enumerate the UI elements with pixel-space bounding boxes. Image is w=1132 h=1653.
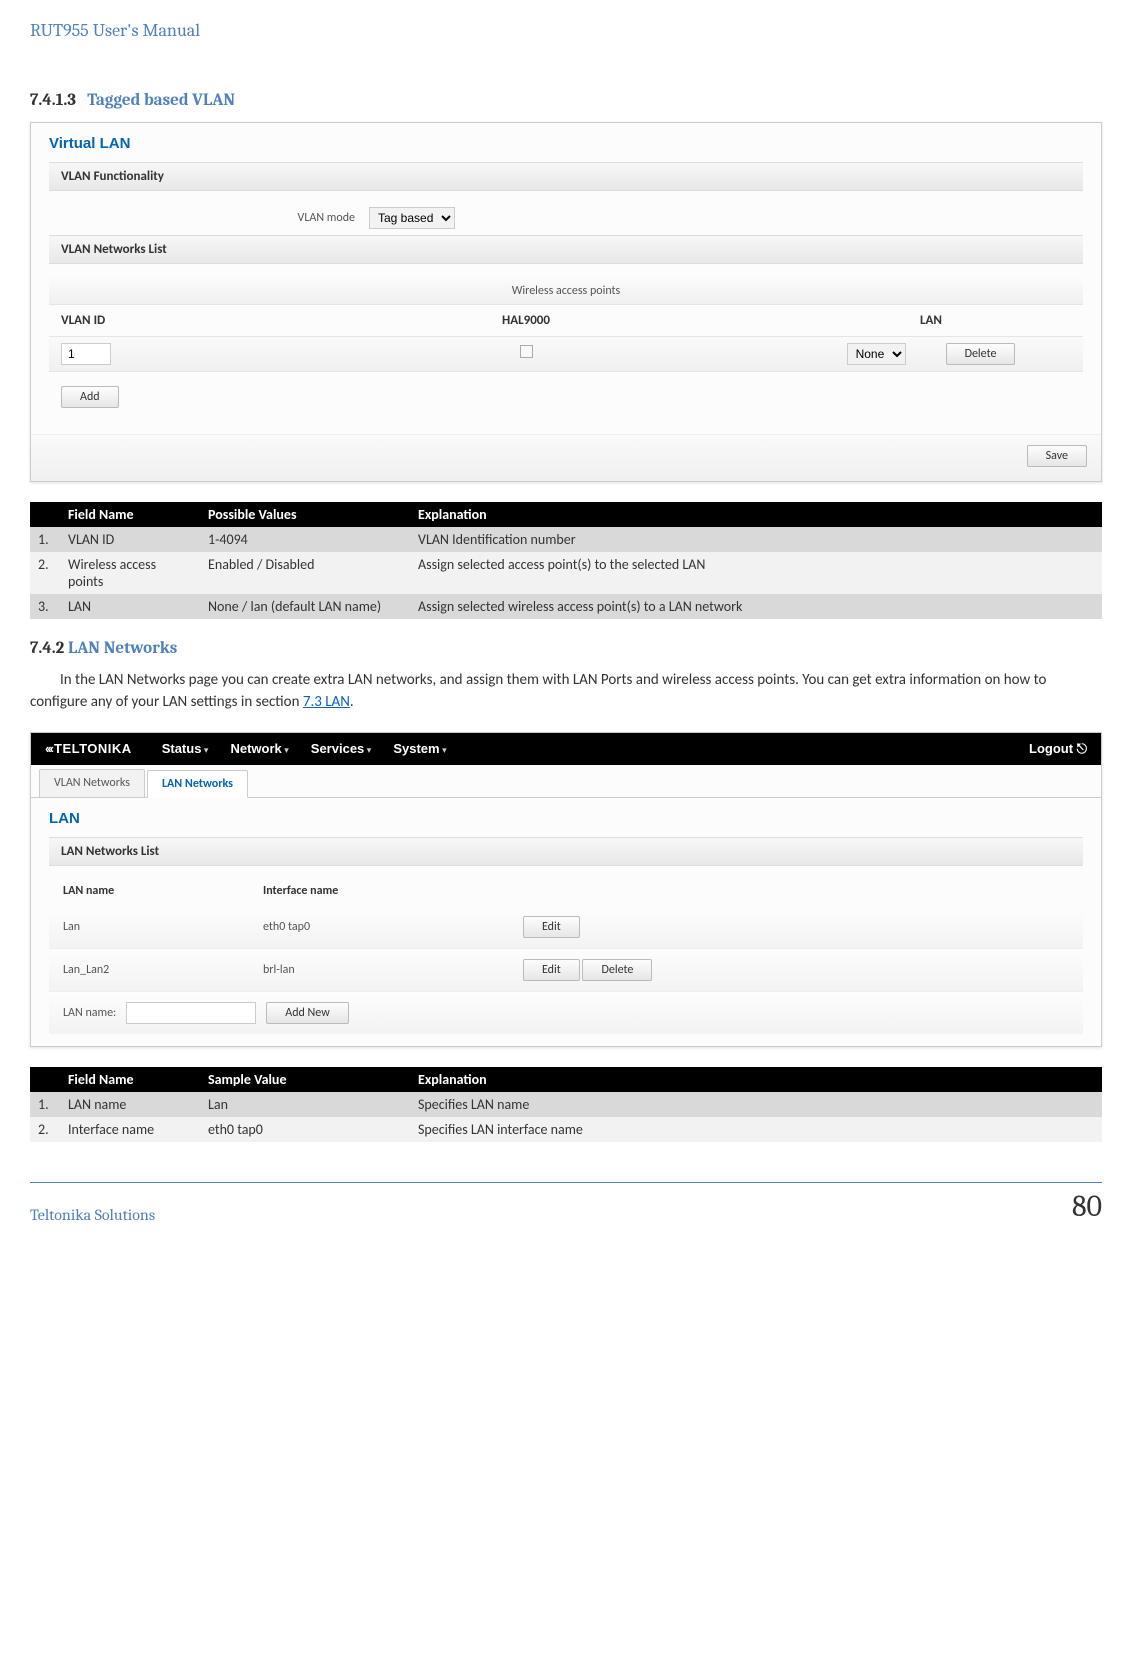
page-footer: Teltonika Solutions 80	[30, 1182, 1102, 1224]
hal9000-col: HAL9000	[261, 313, 791, 328]
cell-val: None / lan (default LAN name)	[200, 594, 410, 619]
lan-networks-list-header: LAN Networks List	[49, 837, 1083, 866]
nav-network[interactable]: Network	[230, 741, 288, 756]
vlan-networks-list-header: VLAN Networks List	[49, 235, 1083, 264]
th-sample-value: Sample Value	[200, 1067, 410, 1092]
table-row: 1. LAN name Lan Specifies LAN name	[30, 1092, 1102, 1117]
cell-num: 1.	[30, 1092, 60, 1117]
delete-button[interactable]: Delete	[946, 343, 1016, 365]
vlan-mode-label: VLAN mode	[49, 211, 369, 225]
th-field-name: Field Name	[60, 1067, 200, 1092]
th-num	[30, 502, 60, 527]
cell-field: LAN	[60, 594, 200, 619]
th-explanation: Explanation	[410, 502, 1102, 527]
logo-text: TELTONIKA	[54, 741, 132, 756]
cell-num: 2.	[30, 552, 60, 594]
cell-field: LAN name	[60, 1092, 200, 1117]
cell-num: 1.	[30, 527, 60, 552]
hal9000-checkbox[interactable]	[520, 345, 533, 358]
lan-fields-table: Field Name Sample Value Explanation 1. L…	[30, 1067, 1102, 1142]
nav-services[interactable]: Services	[311, 741, 372, 756]
cell-field: Interface name	[60, 1117, 200, 1142]
th-possible-values: Possible Values	[200, 502, 410, 527]
table-row: 3. LAN None / lan (default LAN name) Ass…	[30, 594, 1102, 619]
lan-list-row: Lan_Lan2 brl-lan Edit Delete	[49, 949, 1083, 992]
tab-lan-networks[interactable]: LAN Networks	[147, 770, 248, 798]
vlan-id-col: VLAN ID	[61, 313, 261, 328]
vlan-mode-select[interactable]: Tag based	[369, 207, 455, 229]
lan-networks-screenshot: ‹‹‹TELTONIKA Status Network Services Sys…	[30, 732, 1102, 1047]
cell-num: 3.	[30, 594, 60, 619]
tab-vlan-networks[interactable]: VLAN Networks	[39, 769, 145, 797]
virtual-lan-screenshot: Virtual LAN VLAN Functionality VLAN mode…	[30, 122, 1102, 482]
cell-val: Enabled / Disabled	[200, 552, 410, 594]
vlan-id-input[interactable]	[61, 343, 111, 365]
page-number: 80	[1072, 1189, 1102, 1224]
interface-name-col: Interface name	[263, 884, 523, 898]
footer-left: Teltonika Solutions	[30, 1206, 155, 1224]
cell-num: 2.	[30, 1117, 60, 1142]
interface-name-cell: eth0 tap0	[263, 920, 523, 934]
lan-name-cell: Lan_Lan2	[63, 963, 263, 977]
wireless-access-points-label: Wireless access points	[49, 274, 1083, 305]
vlan-fields-table: Field Name Possible Values Explanation 1…	[30, 502, 1102, 619]
cell-exp: Specifies LAN name	[410, 1092, 1102, 1117]
doc-header: RUT955 User's Manual	[30, 20, 1102, 41]
nav-status[interactable]: Status	[162, 741, 209, 756]
cell-val: 1-4094	[200, 527, 410, 552]
section1-title: Tagged based VLAN	[87, 91, 235, 110]
add-new-button[interactable]: Add New	[266, 1002, 349, 1024]
lan-name-cell: Lan	[63, 920, 263, 934]
section-heading-2: 7.4.2 LAN Networks	[30, 639, 1102, 658]
cell-val: Lan	[200, 1092, 410, 1117]
section1-num: 7.4.1.3	[30, 91, 76, 110]
lan-name-col: LAN name	[63, 884, 263, 898]
body-paragraph: In the LAN Networks page you can create …	[30, 670, 1102, 714]
th-num	[30, 1067, 60, 1092]
cell-exp: Assign selected wireless access point(s)…	[410, 594, 1102, 619]
lan-name-input[interactable]	[126, 1002, 256, 1024]
body-text-2: .	[350, 693, 354, 711]
interface-name-cell: brl-lan	[263, 963, 523, 977]
lan-list-row: Lan eth0 tap0 Edit	[49, 906, 1083, 949]
save-button[interactable]: Save	[1027, 445, 1087, 467]
cell-exp: Specifies LAN interface name	[410, 1117, 1102, 1142]
table-row: 2. Interface name eth0 tap0 Specifies LA…	[30, 1117, 1102, 1142]
edit-button[interactable]: Edit	[523, 959, 580, 981]
table-row: 1. VLAN ID 1-4094 VLAN Identification nu…	[30, 527, 1102, 552]
table-row: 2. Wireless access points Enabled / Disa…	[30, 552, 1102, 594]
section-heading-1: 7.4.1.3 Tagged based VLAN	[30, 91, 1102, 110]
top-nav: ‹‹‹TELTONIKA Status Network Services Sys…	[31, 733, 1101, 765]
cell-field: Wireless access points	[60, 552, 200, 594]
cell-exp: Assign selected access point(s) to the s…	[410, 552, 1102, 594]
cell-val: eth0 tap0	[200, 1117, 410, 1142]
delete-button[interactable]: Delete	[582, 959, 652, 981]
th-explanation: Explanation	[410, 1067, 1102, 1092]
cell-exp: VLAN Identification number	[410, 527, 1102, 552]
cell-field: VLAN ID	[60, 527, 200, 552]
virtual-lan-title: Virtual LAN	[49, 135, 1083, 152]
add-button[interactable]: Add	[61, 386, 119, 408]
body-text-1: In the LAN Networks page you can create …	[30, 671, 1046, 711]
teltonika-logo: ‹‹‹TELTONIKA	[45, 741, 132, 756]
vlan-functionality-header: VLAN Functionality	[49, 162, 1083, 191]
lan-col: LAN	[791, 313, 1071, 328]
lan-select[interactable]: None	[847, 343, 906, 365]
section2-num: 7.4.2	[30, 639, 64, 658]
lan-name-label: LAN name:	[63, 1006, 116, 1020]
logout-link[interactable]: Logout ⎋	[1029, 741, 1087, 757]
section2-title: LAN Networks	[68, 639, 177, 658]
th-field-name: Field Name	[60, 502, 200, 527]
nav-system[interactable]: System	[393, 741, 446, 756]
section-link[interactable]: 7.3 LAN	[303, 693, 350, 711]
edit-button[interactable]: Edit	[523, 916, 580, 938]
lan-title: LAN	[49, 810, 1083, 827]
